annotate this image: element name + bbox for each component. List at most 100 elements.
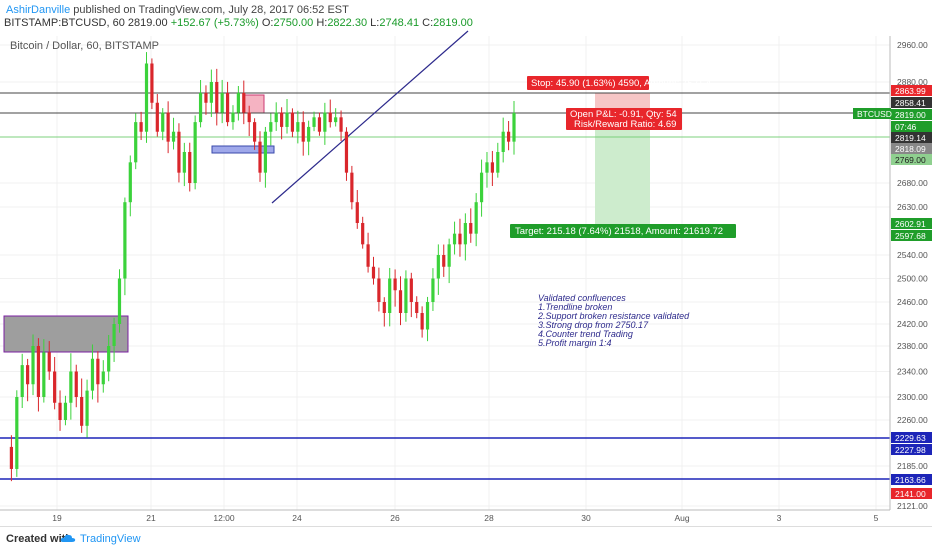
close-label: C: bbox=[422, 17, 434, 29]
candle-body bbox=[74, 371, 78, 397]
candle-body bbox=[53, 371, 57, 403]
price-tick-label: 2460.00 bbox=[897, 297, 928, 307]
candle-body bbox=[474, 202, 478, 234]
candle-body bbox=[36, 346, 41, 397]
candle-body bbox=[252, 122, 257, 142]
price-label-box bbox=[891, 432, 932, 443]
candle-body bbox=[377, 278, 381, 302]
candle-body bbox=[485, 162, 489, 173]
author-link[interactable]: AshirDanville bbox=[6, 4, 71, 16]
candle-body bbox=[512, 113, 516, 142]
candle-body bbox=[442, 255, 446, 267]
candle-body bbox=[161, 112, 165, 132]
price-label-box bbox=[891, 488, 932, 499]
candle-body bbox=[404, 278, 408, 313]
candle-body bbox=[366, 244, 370, 267]
price-tick-label: 2680.00 bbox=[897, 178, 928, 188]
candle-body bbox=[80, 397, 84, 426]
candle-body bbox=[506, 131, 511, 142]
high-label: H: bbox=[316, 17, 328, 29]
low-label: L: bbox=[370, 17, 380, 29]
candle-body bbox=[204, 93, 208, 103]
candle-body bbox=[63, 402, 68, 420]
price-label-box bbox=[891, 154, 932, 165]
candle-body bbox=[409, 278, 413, 302]
publish-text: published on TradingView.com, July 28, 2… bbox=[73, 4, 349, 16]
candle-body bbox=[128, 162, 132, 203]
open-value: 2750.00 bbox=[273, 17, 314, 29]
candle-body bbox=[96, 358, 100, 385]
time-tick-label: 19 bbox=[52, 513, 62, 523]
price-label-text: 2602.91 bbox=[895, 219, 926, 229]
candle-body bbox=[436, 255, 440, 279]
candle-body bbox=[296, 122, 300, 132]
candle-body bbox=[225, 93, 230, 123]
candle-body bbox=[420, 313, 424, 330]
candle-body bbox=[182, 151, 186, 173]
time-tick-label: 5 bbox=[874, 513, 879, 523]
candle-body bbox=[112, 324, 116, 346]
supply-zone[interactable] bbox=[243, 94, 265, 114]
candle-body bbox=[26, 365, 30, 385]
price-label-box bbox=[891, 121, 932, 132]
price-label-text: 2858.41 bbox=[895, 98, 926, 108]
time-tick-label: 26 bbox=[390, 513, 400, 523]
symbol-label: BITSTAMP:BTCUSD, 60 bbox=[4, 17, 125, 29]
candle-body bbox=[496, 151, 500, 173]
horizontal-levels bbox=[0, 92, 890, 480]
price-tick-label: 2420.00 bbox=[897, 319, 928, 329]
candle-body bbox=[501, 131, 505, 152]
price-label-text: 2818.09 bbox=[895, 144, 926, 154]
support-zone[interactable] bbox=[211, 145, 275, 154]
price-tick-label: 2260.00 bbox=[897, 415, 928, 425]
price-label-box bbox=[891, 444, 932, 455]
price-tick-label: 2185.00 bbox=[897, 461, 928, 471]
candle-body bbox=[350, 172, 354, 203]
price-tick-label: 2300.00 bbox=[897, 392, 928, 402]
candle-body bbox=[355, 202, 359, 223]
stop-label: Stop: 45.90 (1.63%) 4590, Amount: 7521.4 bbox=[527, 76, 711, 90]
created-with-label: Created with bbox=[6, 533, 73, 545]
confluence-item: 5.Profit margin 1:4 bbox=[538, 338, 612, 348]
plot-area bbox=[0, 36, 890, 510]
candle-body bbox=[388, 278, 392, 313]
candle-body bbox=[285, 112, 289, 127]
candle-body bbox=[90, 358, 95, 391]
candle-body bbox=[42, 352, 46, 397]
candle-body bbox=[155, 102, 159, 132]
candle-body bbox=[452, 233, 457, 245]
price-label-text: 2163.66 bbox=[895, 475, 926, 485]
price-label-box bbox=[891, 85, 932, 96]
last-price: 2819.00 bbox=[127, 17, 168, 29]
time-axis-ticks: 19 21 12:00 24 26 28 30 Aug 3 5 bbox=[52, 513, 878, 523]
price-label-box bbox=[891, 109, 932, 120]
publish-info: AshirDanville published on TradingView.c… bbox=[6, 4, 349, 16]
target-zone bbox=[595, 113, 650, 226]
candle-body bbox=[382, 302, 386, 313]
price-label-text: 2819.00 bbox=[895, 110, 926, 120]
confluence-heading: Validated confluences bbox=[538, 293, 626, 303]
price-label-box bbox=[891, 97, 932, 108]
candle-body bbox=[31, 346, 35, 385]
ohlc-line: BITSTAMP:BTCUSD, 60 2819.00 +152.67 (+5.… bbox=[4, 17, 473, 29]
price-label-box bbox=[891, 474, 932, 485]
candle-body bbox=[371, 266, 376, 279]
candle-body bbox=[166, 112, 170, 142]
time-tick-label: 30 bbox=[581, 513, 591, 523]
price-label-text: 2141.00 bbox=[895, 489, 926, 499]
candle-body bbox=[334, 117, 338, 123]
price-chart[interactable]: Stop: 45.90 (1.63%) 4590, Amount: 7521.4… bbox=[0, 0, 932, 526]
candle-body bbox=[431, 278, 435, 302]
candle-body bbox=[231, 112, 235, 123]
tradingview-brand-link[interactable]: TradingView bbox=[80, 533, 141, 545]
candle-body bbox=[150, 63, 154, 103]
trendline[interactable] bbox=[271, 30, 469, 204]
candle-body bbox=[361, 223, 365, 245]
price-label-text: 2227.98 bbox=[895, 445, 926, 455]
candle-body bbox=[171, 131, 176, 142]
pnl-label: Open P&L: -0.91, Qty: 54 Risk/Reward Rat… bbox=[566, 108, 682, 130]
time-tick-label: 24 bbox=[292, 513, 302, 523]
price-label-box bbox=[891, 218, 932, 229]
candle-body bbox=[469, 223, 473, 234]
close-value: 2819.00 bbox=[433, 17, 473, 29]
